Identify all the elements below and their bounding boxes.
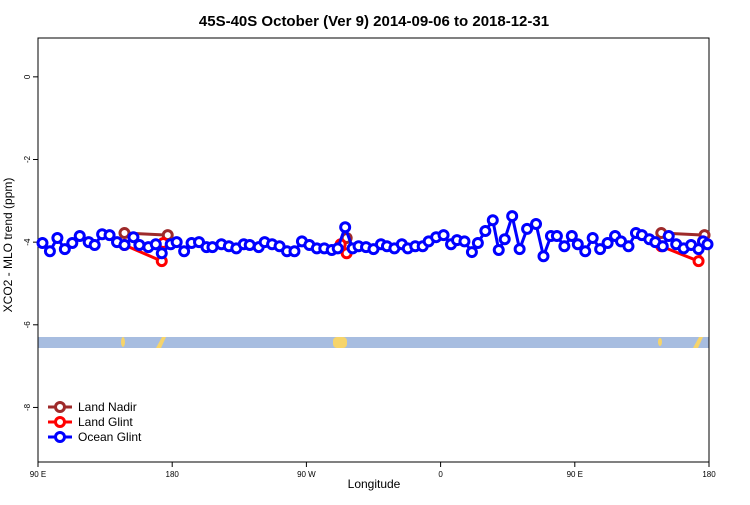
data-point <box>492 244 505 256</box>
data-point <box>331 242 344 255</box>
legend-label: Ocean Glint <box>78 430 142 444</box>
data-point <box>51 232 64 245</box>
x-tick-label: 90 E <box>567 470 583 479</box>
data-point <box>486 214 499 227</box>
map-strip <box>38 337 709 348</box>
data-point <box>103 229 116 242</box>
data-point <box>66 236 79 249</box>
data-point <box>465 246 478 259</box>
chart-title: 45S-40S October (Ver 9) 2014-09-06 to 20… <box>199 13 549 30</box>
legend-label: Land Glint <box>78 415 133 429</box>
y-tick-label: -4 <box>23 238 32 246</box>
data-point <box>437 229 450 242</box>
data-point <box>521 222 534 235</box>
data-point <box>127 231 140 244</box>
data-point <box>339 221 352 234</box>
land-strip <box>693 337 703 348</box>
data-point <box>622 240 635 253</box>
legend-marker <box>54 416 66 428</box>
data-point <box>692 255 705 268</box>
data-point <box>170 236 183 249</box>
data-point <box>537 250 550 263</box>
data-point <box>43 245 56 258</box>
x-tick-label: 90 W <box>297 470 316 479</box>
data-point <box>558 240 571 253</box>
legend-marker <box>54 401 66 413</box>
data-point <box>594 243 607 256</box>
x-tick-label: 90 E <box>30 470 46 479</box>
y-tick-label: -2 <box>23 155 32 163</box>
land-strip <box>658 338 662 346</box>
data-point <box>513 243 526 256</box>
land-strip <box>333 337 347 348</box>
legend-label: Land Nadir <box>78 400 137 414</box>
land-strip <box>156 337 166 348</box>
data-point <box>118 227 131 240</box>
data-point <box>506 210 519 223</box>
data-point <box>288 245 301 258</box>
data-point <box>662 229 675 242</box>
data-point <box>178 245 191 258</box>
data-point <box>579 245 592 258</box>
data-point <box>118 239 131 252</box>
data-point <box>458 235 471 248</box>
data-point <box>479 224 492 237</box>
y-tick-label: 0 <box>23 74 32 79</box>
data-point <box>571 238 584 251</box>
data-point <box>550 229 563 242</box>
x-tick-label: 0 <box>438 470 443 479</box>
data-point <box>656 240 669 253</box>
x-axis-label: Longitude <box>348 477 401 491</box>
x-tick-label: 180 <box>166 470 180 479</box>
y-axis-label: XCO2 - MLO trend (ppm) <box>1 178 15 313</box>
data-point <box>701 238 714 251</box>
data-point <box>149 238 162 251</box>
data-point <box>73 229 86 242</box>
data-point <box>601 236 614 249</box>
y-tick-label: -8 <box>23 403 32 411</box>
land-strip <box>121 337 125 347</box>
data-point <box>498 233 511 246</box>
data-point <box>36 236 49 249</box>
data-point <box>155 247 168 260</box>
y-tick-label: -6 <box>23 321 32 329</box>
x-tick-label: 180 <box>702 470 716 479</box>
data-point <box>565 229 578 242</box>
data-point <box>58 243 71 256</box>
ocean-strip <box>38 337 709 348</box>
data-point <box>88 239 101 252</box>
legend-marker <box>54 431 66 443</box>
data-point <box>530 217 543 230</box>
data-point <box>586 232 599 245</box>
data-point <box>471 236 484 249</box>
